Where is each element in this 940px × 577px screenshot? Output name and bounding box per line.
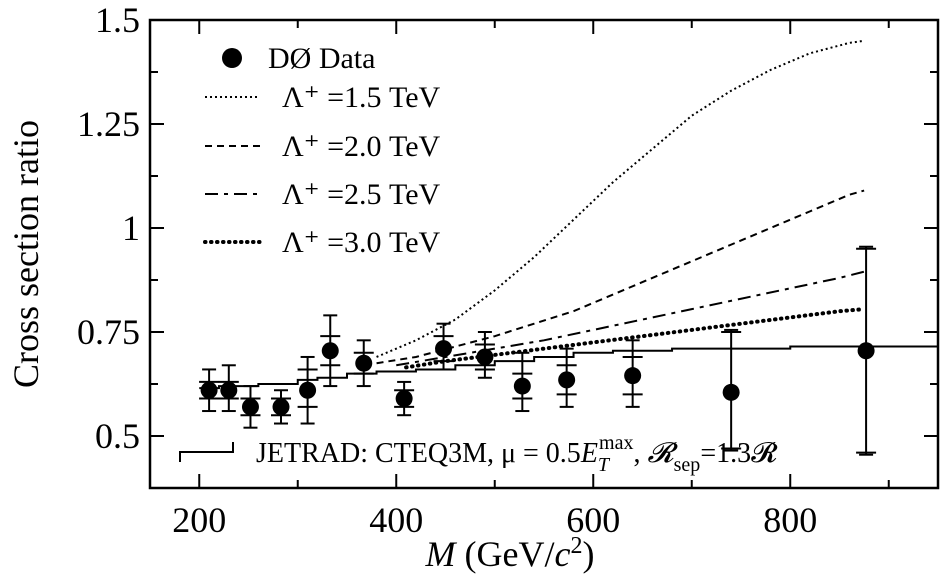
legend-label-data: DØ Data [268, 42, 375, 75]
legend-label-2p0: Λ⁺ =2.0 TeV [282, 130, 441, 163]
data-marker [200, 381, 218, 399]
legend-marker-data [222, 48, 242, 68]
x-axis-title: M (GeV/c2) [425, 533, 595, 574]
data-points [199, 245, 877, 456]
data-marker [624, 367, 642, 385]
data-marker [355, 354, 373, 372]
curve-lambda-3p0 [404, 307, 867, 370]
data-marker [321, 342, 339, 360]
axis-ticks [150, 19, 938, 488]
curve-lambda-2p5 [396, 270, 865, 367]
data-point [433, 322, 454, 371]
x-tick-label: 400 [369, 500, 423, 540]
legend-label-3p0: Λ⁺ =3.0 TeV [282, 226, 441, 259]
y-tick-label: 1 [122, 208, 140, 248]
plot-frame [148, 18, 940, 490]
data-marker [722, 383, 740, 401]
data-marker [220, 381, 238, 399]
data-marker [395, 390, 413, 408]
data-point [271, 389, 292, 425]
data-point [240, 385, 261, 429]
y-tick-label: 0.75 [77, 312, 140, 352]
data-point [556, 347, 577, 408]
legend: DØ Data Λ⁺ =1.5 TeV Λ⁺ =2.0 TeV Λ⁺ =2.5 … [203, 42, 441, 259]
x-tick-label: 600 [566, 500, 620, 540]
legend-label-2p5: Λ⁺ =2.5 TeV [282, 178, 441, 211]
jetrad-label: JETRAD: CTEQ3M, μ = 0.5ETmax, 𝓡sep=1.3𝓡 [256, 432, 778, 476]
data-point [474, 331, 495, 379]
x-tick-label: 800 [763, 500, 817, 540]
data-point [218, 364, 239, 413]
x-tick-label: 200 [172, 500, 226, 540]
data-marker [476, 348, 494, 366]
data-point [353, 339, 374, 388]
y-tick-label: 1.25 [77, 104, 140, 144]
curve-lambda-2p0 [376, 189, 865, 365]
data-marker [857, 342, 875, 360]
data-point [721, 328, 742, 452]
data-point [297, 355, 318, 425]
y-tick-label: 1.5 [95, 0, 140, 40]
data-marker [435, 340, 453, 358]
curve-lambda-1p5 [376, 39, 865, 358]
data-point [856, 245, 877, 456]
legend-label-1p5: Λ⁺ =1.5 TeV [282, 81, 441, 114]
data-marker [272, 398, 290, 416]
y-tick-label: 0.5 [95, 416, 140, 456]
data-point [394, 380, 415, 417]
data-marker [558, 371, 576, 389]
data-marker [513, 377, 531, 395]
data-marker [299, 381, 317, 399]
data-point [320, 314, 341, 388]
data-point [199, 368, 220, 413]
jetrad-annotation: JETRAD: CTEQ3M, μ = 0.5ETmax, 𝓡sep=1.3𝓡 [179, 432, 778, 476]
curve-jetrad [199, 345, 939, 390]
data-point [622, 339, 643, 408]
data-marker [241, 398, 259, 416]
axis-tick-labels: 200 400 600 800 0.5 0.75 1 1.25 1.5 [77, 0, 817, 540]
jetrad-legend-line [179, 442, 234, 462]
y-axis-title: Cross section ratio [6, 120, 46, 388]
data-point [512, 351, 533, 413]
